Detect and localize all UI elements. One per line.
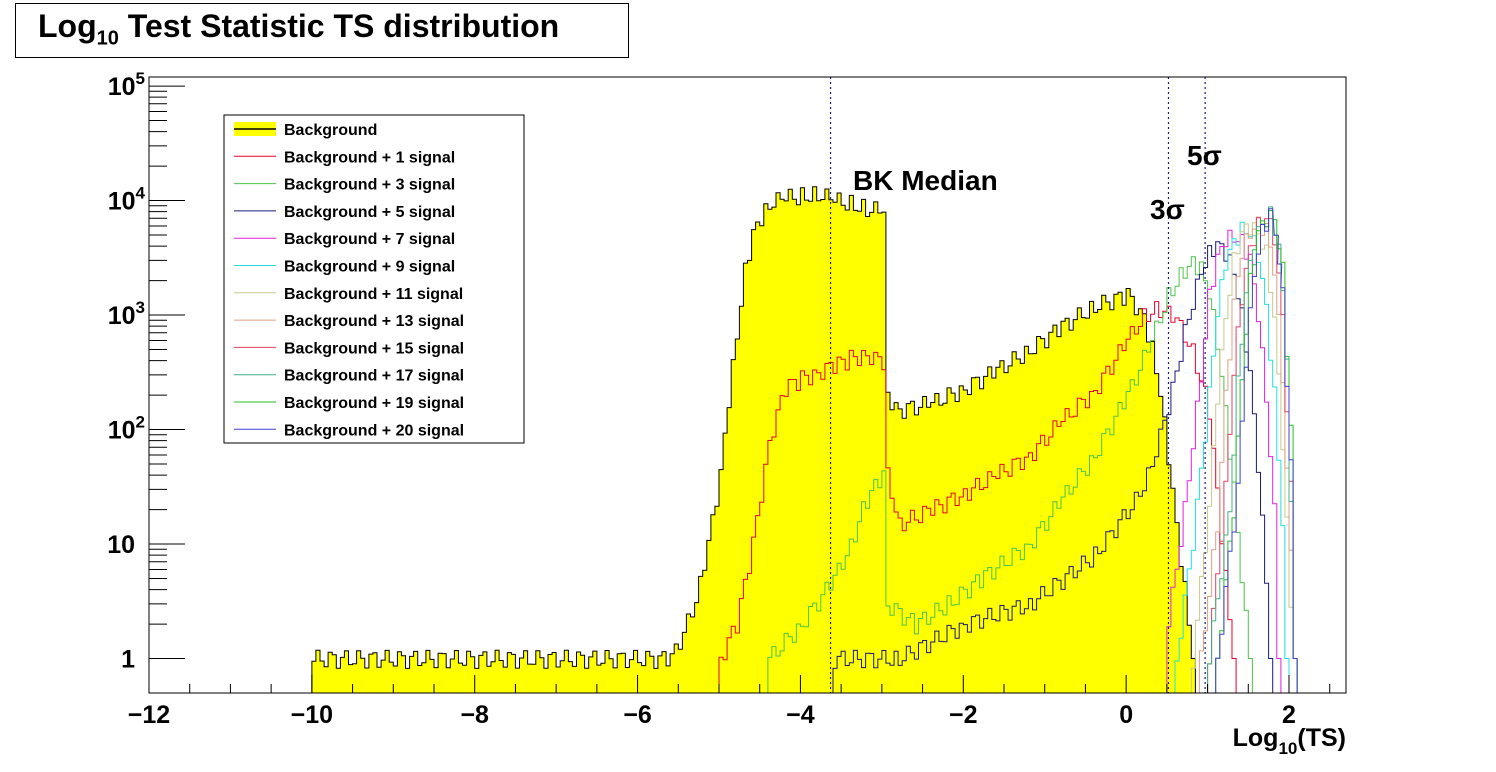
legend-label-9: Background + 17 signal [284, 368, 464, 385]
chart-title-rest: Test Statistic TS distribution [118, 8, 560, 44]
series-background-17-signal [1207, 206, 1298, 693]
legend-label-7: Background + 13 signal [284, 313, 464, 330]
axis-layer: −12 −10 −8 −6 −4 −2 0 2 1 10 102 103 104 105 [107, 69, 1331, 729]
legend-label-10: Background + 19 signal [284, 395, 464, 412]
series-background-9-signal [1174, 221, 1290, 693]
series-background-20-signal [1215, 208, 1298, 693]
x-tick-label: 0 [1119, 701, 1133, 729]
legend-label-4: Background + 7 signal [284, 231, 455, 248]
legend-box [223, 114, 525, 444]
annotation-0: BK Median [853, 165, 998, 196]
series-background-11-signal [1190, 222, 1298, 693]
series-background-7-signal [1166, 229, 1282, 693]
plot-frame [148, 76, 1347, 694]
chart-title-box: Log10 Test Statistic TS distribution [15, 3, 629, 58]
legend-label-5: Background + 9 signal [284, 259, 455, 276]
x-tick-label: −2 [949, 701, 978, 729]
y-tick-label: 102 [108, 413, 145, 445]
x-axis-title: Log10(TS) [1233, 724, 1346, 758]
chart-title: Log10 Test Statistic TS distribution [38, 8, 559, 50]
legend-label-3: Background + 5 signal [284, 204, 455, 221]
legend-label-6: Background + 11 signal [284, 286, 463, 303]
y-tick-label: 104 [108, 184, 146, 216]
annotation-2: 5σ [1187, 140, 1222, 171]
x-tick-label: −10 [291, 701, 333, 729]
x-tick-label: −12 [128, 701, 170, 729]
x-tick-label: −8 [460, 701, 489, 729]
x-tick-label: −4 [786, 701, 815, 729]
annotation-1: 3σ [1150, 194, 1185, 225]
series-background-15-signal [1207, 217, 1298, 693]
legend-label-1: Background + 1 signal [284, 149, 455, 166]
series-background-19-signal [1215, 210, 1298, 693]
series-background [311, 186, 1196, 694]
legend: Background Background + 1 signal Backgroun… [223, 114, 525, 444]
legend-label-2: Background + 3 signal [284, 177, 455, 194]
legend-label-8: Background + 15 signal [284, 340, 464, 357]
series-background-13-signal [1198, 216, 1298, 693]
legend-label-11: Background + 20 signal [284, 422, 464, 439]
series-background-3-signal [767, 256, 1253, 693]
y-tick-label: 1 [121, 646, 135, 674]
x-tick-label: 2 [1282, 701, 1296, 729]
series-layer [149, 186, 1346, 694]
chart-title-main: Log [38, 8, 97, 44]
y-tick-label: 10 [107, 531, 135, 559]
series-background-5-signal [832, 241, 1274, 693]
x-tick-label: −6 [623, 701, 652, 729]
chart-title-subscript: 10 [96, 27, 119, 50]
series-background-1-signal [718, 301, 1237, 693]
legend-label-0: Background [284, 122, 377, 139]
y-tick-label: 103 [108, 298, 145, 330]
y-tick-label: 105 [108, 69, 145, 101]
